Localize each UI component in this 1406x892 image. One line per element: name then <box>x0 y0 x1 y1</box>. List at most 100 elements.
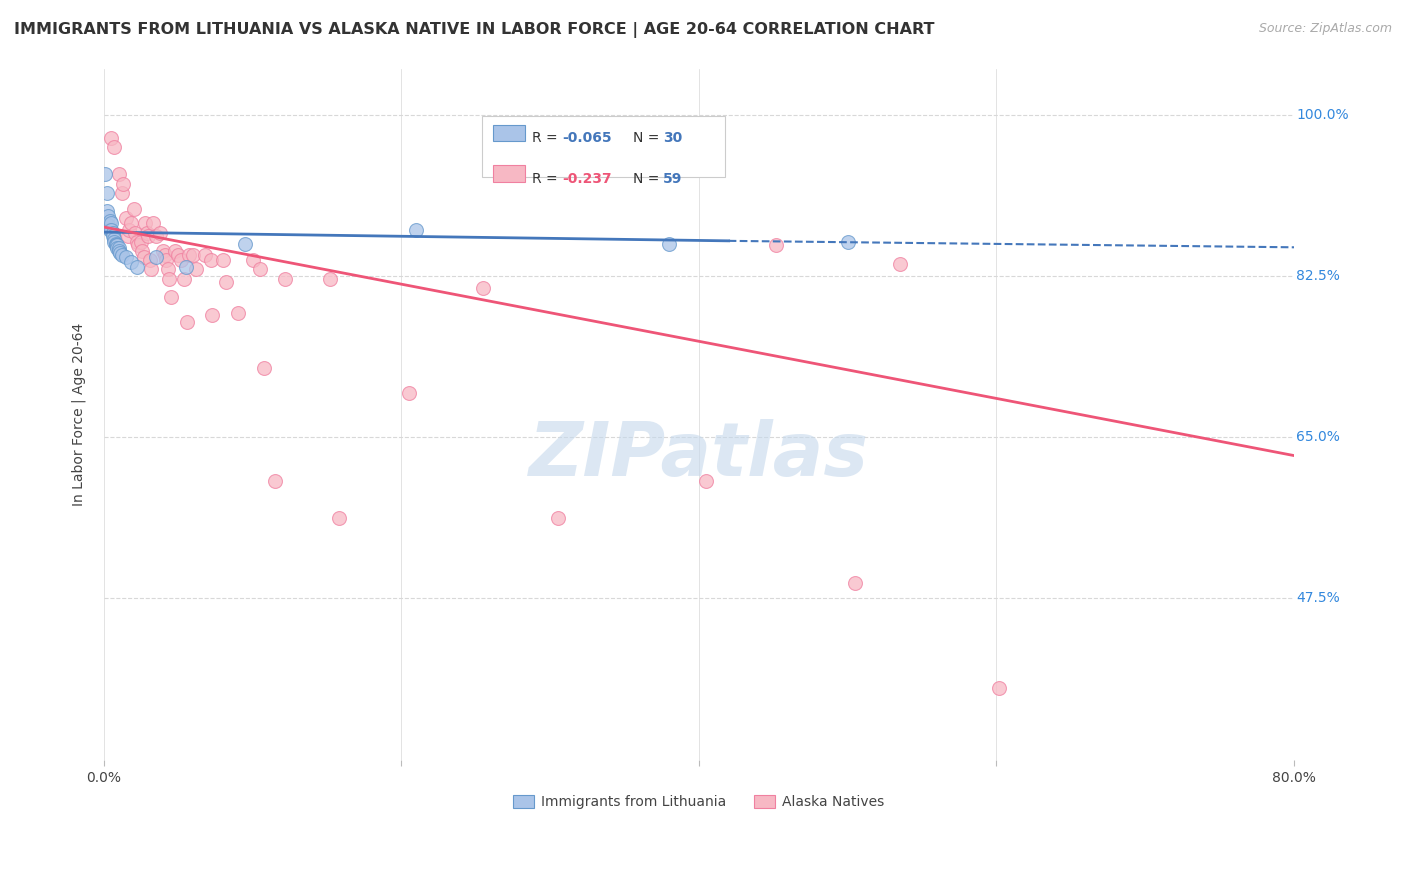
Point <box>155 253 177 268</box>
Point <box>194 248 217 262</box>
Point <box>97 209 120 223</box>
Point <box>107 241 129 255</box>
Text: N =: N = <box>634 131 664 145</box>
Text: 65.0%: 65.0% <box>1296 430 1340 444</box>
Point <box>889 257 911 271</box>
Point <box>547 511 569 525</box>
FancyBboxPatch shape <box>494 125 524 141</box>
Point <box>253 361 276 376</box>
Point <box>177 248 200 262</box>
Point <box>472 281 495 295</box>
Point <box>111 186 134 200</box>
Point <box>100 223 122 237</box>
Point <box>104 238 127 252</box>
Point <box>215 276 238 290</box>
Point <box>145 251 167 265</box>
Point <box>139 253 162 268</box>
Point <box>181 248 204 262</box>
Point <box>159 290 181 304</box>
Point <box>120 255 142 269</box>
Point <box>108 245 131 260</box>
Point <box>101 226 124 240</box>
Point <box>98 223 121 237</box>
Y-axis label: In Labor Force | Age 20-64: In Labor Force | Age 20-64 <box>72 323 86 506</box>
Point <box>100 216 122 230</box>
Point <box>174 260 197 274</box>
Point <box>136 226 159 240</box>
Point <box>319 271 342 285</box>
Point <box>125 260 148 274</box>
Point <box>100 130 122 145</box>
Text: IMMIGRANTS FROM LITHUANIA VS ALASKA NATIVE IN LABOR FORCE | AGE 20-64 CORRELATIO: IMMIGRANTS FROM LITHUANIA VS ALASKA NATI… <box>14 22 935 38</box>
Point <box>201 309 224 323</box>
Point <box>165 244 187 258</box>
Point <box>211 253 233 268</box>
Point <box>103 140 125 154</box>
Legend: Immigrants from Lithuania, Alaska Natives: Immigrants from Lithuania, Alaska Native… <box>508 789 890 815</box>
Point <box>98 213 121 227</box>
Point <box>96 186 118 200</box>
Point <box>107 168 129 182</box>
Point <box>125 235 148 249</box>
Text: Source: ZipAtlas.com: Source: ZipAtlas.com <box>1258 22 1392 36</box>
Point <box>173 271 195 285</box>
Point <box>398 385 420 400</box>
Point <box>765 238 787 252</box>
Text: 82.5%: 82.5% <box>1296 268 1340 283</box>
Point <box>129 235 152 249</box>
Point <box>837 235 859 249</box>
Point <box>157 271 180 285</box>
Point <box>124 226 146 240</box>
Text: R =: R = <box>533 172 562 186</box>
Point <box>145 229 167 244</box>
Point <box>104 236 127 251</box>
Point <box>149 226 172 240</box>
Point <box>184 262 207 277</box>
FancyBboxPatch shape <box>482 116 725 177</box>
Text: R =: R = <box>533 131 562 145</box>
Point <box>328 511 350 525</box>
Point <box>101 229 124 244</box>
Point <box>120 216 142 230</box>
Point <box>118 223 141 237</box>
Point <box>844 575 866 590</box>
Point <box>142 216 165 230</box>
Point <box>138 229 160 244</box>
Point <box>115 251 138 265</box>
Point <box>105 241 128 255</box>
Point <box>152 244 174 258</box>
Point <box>249 262 271 277</box>
Point <box>111 248 134 262</box>
Point <box>226 306 249 320</box>
Text: ZIPatlas: ZIPatlas <box>529 419 869 492</box>
Point <box>176 315 198 329</box>
Point <box>131 244 153 258</box>
Point <box>134 216 156 230</box>
Text: 59: 59 <box>664 172 682 186</box>
Point <box>242 253 264 268</box>
Point <box>141 262 163 277</box>
Point <box>405 223 427 237</box>
Point <box>274 271 297 285</box>
Point <box>233 236 256 251</box>
Text: 30: 30 <box>664 131 682 145</box>
Point <box>153 248 176 262</box>
FancyBboxPatch shape <box>494 165 524 182</box>
Text: -0.237: -0.237 <box>562 172 612 186</box>
Text: 100.0%: 100.0% <box>1296 108 1348 121</box>
Point <box>200 253 222 268</box>
Point <box>115 211 138 225</box>
Point <box>105 238 128 252</box>
Point <box>94 168 117 182</box>
Point <box>156 262 179 277</box>
Point <box>103 232 125 246</box>
Point <box>264 475 287 489</box>
Point <box>122 202 145 216</box>
Point <box>170 253 193 268</box>
Point <box>103 235 125 249</box>
Point <box>132 251 155 265</box>
Point <box>112 177 135 191</box>
Point <box>988 681 1011 695</box>
Point <box>658 236 681 251</box>
Text: 47.5%: 47.5% <box>1296 591 1340 606</box>
